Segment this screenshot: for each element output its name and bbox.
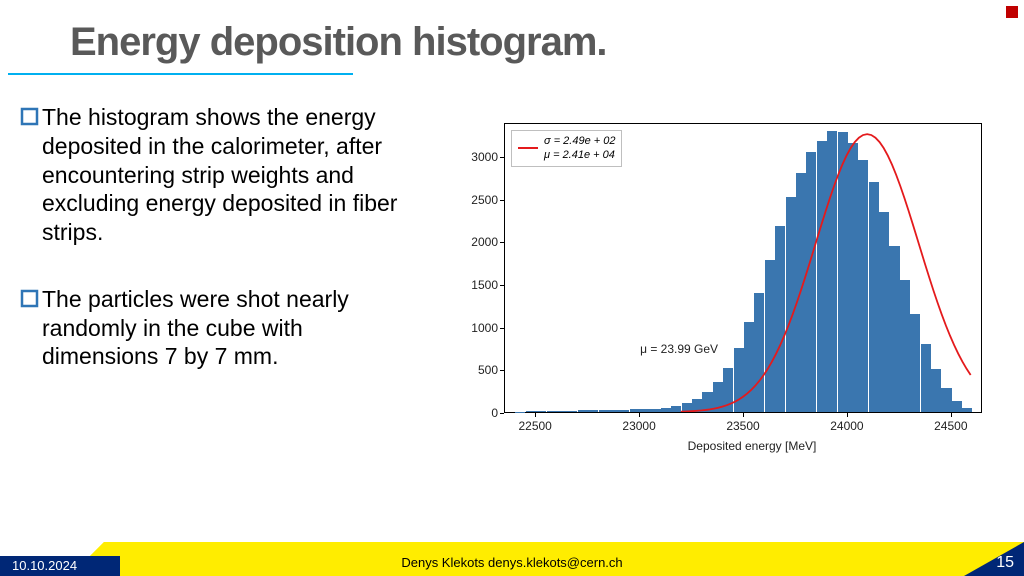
histogram-bar [838,132,848,412]
bullet-item: The histogram shows the energy deposited… [20,103,420,247]
histogram-bar [952,401,962,412]
slide-title: Energy deposition histogram. [70,20,1024,65]
histogram-bar [702,392,712,412]
title-area: Energy deposition histogram. [0,0,1024,75]
histogram-bar [692,399,702,412]
histogram-bar [734,348,744,412]
chart-column: σ = 2.49e + 02 μ = 2.41e + 04 μ = 23.99 … [440,103,1014,453]
ytick-label: 500 [448,363,498,377]
histogram-bar [650,409,660,412]
bullet-item: The particles were shot nearly randomly … [20,285,420,371]
legend-mu: μ = 2.41e + 04 [544,148,615,162]
histogram-bar [796,173,806,412]
footer-page: 15 [996,554,1014,572]
histogram-bar [567,411,577,412]
histogram-bar [723,368,733,412]
histogram-bar [869,182,879,412]
histogram-bar [754,293,764,412]
ytick-label: 2000 [448,235,498,249]
histogram-bar [557,411,567,412]
xtick-label: 22500 [518,419,551,433]
corner-marker [1006,6,1018,18]
histogram-bar [661,408,671,412]
ytick-label: 3000 [448,150,498,164]
histogram-bar [536,411,546,412]
ytick-label: 1500 [448,278,498,292]
bullet-icon [20,289,40,371]
footer-author: Denys Klekots denys.klekots@cern.ch [0,555,1024,570]
histogram-bar [682,403,692,412]
histogram-bar [858,160,868,412]
histogram-bar [588,410,598,412]
histogram-bar [941,388,951,412]
ytick-label: 2500 [448,193,498,207]
histogram-bar [848,143,858,412]
bullet-icon [20,107,40,247]
footer: 10.10.2024 Denys Klekots denys.klekots@c… [0,542,1024,576]
xtick-label: 23000 [622,419,655,433]
histogram-bar [889,246,899,412]
histogram-bar [609,410,619,412]
xtick-label: 24500 [934,419,967,433]
histogram-bar [671,406,681,412]
content-row: The histogram shows the energy deposited… [0,103,1024,453]
histogram-bar [962,408,972,412]
histogram-bar [879,212,889,412]
plot-area: σ = 2.49e + 02 μ = 2.41e + 04 μ = 23.99 … [504,123,982,413]
mu-annotation: μ = 23.99 GeV [640,342,718,356]
histogram-bar [931,369,941,412]
histogram-bar [640,409,650,412]
histogram-bar [630,409,640,412]
histogram-bar [921,344,931,412]
histogram-bar [619,410,629,412]
text-column: The histogram shows the energy deposited… [20,103,440,453]
legend: σ = 2.49e + 02 μ = 2.41e + 04 [511,130,622,167]
ytick-label: 0 [448,406,498,420]
histogram-bar [817,141,827,412]
histogram-chart: σ = 2.49e + 02 μ = 2.41e + 04 μ = 23.99 … [440,113,1000,453]
bullet-text: The histogram shows the energy deposited… [42,103,420,247]
histogram-bar [775,226,785,412]
histogram-bar [827,131,837,412]
bullet-text: The particles were shot nearly randomly … [42,285,420,371]
histogram-bar [786,197,796,412]
histogram-bar [547,411,557,412]
histogram-bar [900,280,910,412]
histogram-bar [910,314,920,412]
legend-sigma: σ = 2.49e + 02 [544,134,615,148]
legend-line-icon [518,147,538,149]
xtick-label: 24000 [830,419,863,433]
title-underline [8,73,353,75]
histogram-bar [578,410,588,412]
ytick-label: 1000 [448,321,498,335]
histogram-bar [744,322,754,412]
histogram-bar [765,260,775,412]
histogram-bar [526,411,536,412]
xtick-label: 23500 [726,419,759,433]
histogram-bar [713,382,723,412]
histogram-bar [806,152,816,412]
x-axis-title: Deposited energy [MeV] [472,439,1024,453]
histogram-bar [599,410,609,412]
